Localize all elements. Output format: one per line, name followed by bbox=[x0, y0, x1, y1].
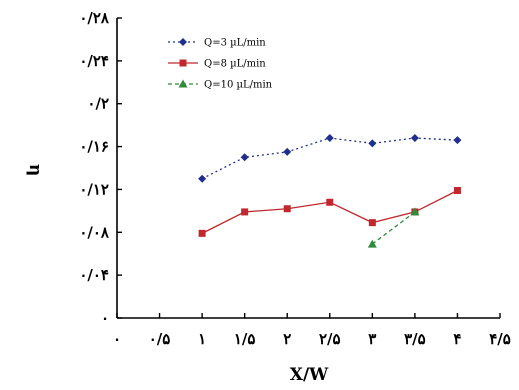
series-layer bbox=[198, 134, 462, 248]
data-point bbox=[368, 219, 376, 227]
x-tick-label: ۰/۵ bbox=[149, 330, 171, 348]
data-point bbox=[453, 136, 462, 145]
legend-label: Q=3 µL/min bbox=[204, 38, 266, 49]
data-point bbox=[283, 205, 291, 213]
x-tick-label: ۳/۵ bbox=[404, 330, 426, 348]
x-tick-label: ۲/۵ bbox=[319, 330, 341, 348]
x-tick-label: ۱ bbox=[198, 330, 206, 348]
x-tick-label: ۰ bbox=[113, 330, 121, 348]
series-line bbox=[201, 189, 458, 234]
data-point bbox=[410, 134, 419, 142]
x-tick-label: ۴/۵ bbox=[489, 330, 511, 348]
data-point bbox=[283, 147, 292, 156]
y-tick-label: ۰/۰۴ bbox=[79, 266, 109, 284]
data-point bbox=[410, 207, 420, 216]
data-point bbox=[368, 139, 377, 148]
data-point bbox=[198, 229, 206, 237]
y-tick-label: ۰/۲ bbox=[87, 95, 109, 113]
y-tick-label: ۰/۲۸ bbox=[79, 9, 110, 27]
data-point bbox=[198, 174, 207, 183]
y-tick-label: ۰/۱۶ bbox=[79, 138, 109, 156]
data-point bbox=[326, 198, 334, 206]
series-1 bbox=[198, 134, 462, 183]
y-axis-title: η bbox=[25, 164, 45, 176]
x-tick-label: ۲ bbox=[283, 330, 291, 348]
data-point bbox=[325, 134, 334, 142]
series-line bbox=[201, 137, 458, 180]
legend-label: Q=10 µL/min bbox=[204, 80, 273, 91]
x-axis-title: X/W bbox=[290, 365, 329, 385]
series-line bbox=[371, 211, 416, 245]
y-tick-label: ۰ bbox=[101, 309, 109, 327]
legend-marker bbox=[178, 79, 188, 88]
x-tick-label: ۳ bbox=[368, 330, 376, 348]
data-point bbox=[367, 239, 377, 248]
x-tick-label: ۴ bbox=[453, 330, 461, 348]
legend-marker bbox=[179, 59, 187, 67]
x-tick-label: ۱/۵ bbox=[234, 330, 256, 348]
y-tick-label: ۰/۰۸ bbox=[79, 223, 110, 241]
legend-marker bbox=[179, 38, 187, 46]
axes: ۰ ۰/۰۴ ۰/۰۸ ۰/۱۲ ۰/۱۶ ۰/۲ ۰/۲۴ ۰/۲۸ ۰ ۰/۵ ۱ ۱/۵ ۲ ۲/۵… bbox=[79, 9, 510, 348]
data-point bbox=[453, 187, 461, 194]
legend: Q=3 µL/min Q=8 µL/min Q=10 µL/min bbox=[168, 38, 273, 91]
data-point bbox=[241, 208, 249, 216]
series-2 bbox=[198, 187, 461, 237]
legend-label: Q=8 µL/min bbox=[204, 59, 266, 70]
y-tick-label: ۰/۲۴ bbox=[79, 52, 109, 70]
y-tick-label: ۰/۱۲ bbox=[79, 180, 109, 198]
series-3 bbox=[367, 207, 420, 248]
data-point bbox=[240, 153, 249, 162]
